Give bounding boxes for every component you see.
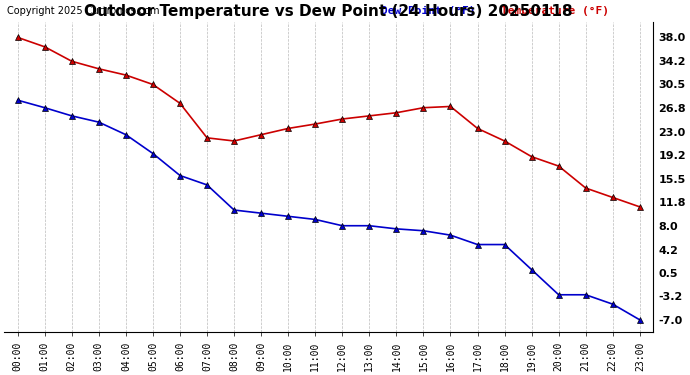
Text: Copyright 2025 Curtronics.com: Copyright 2025 Curtronics.com [8,6,160,15]
Text: Temperature (°F): Temperature (°F) [501,6,609,15]
Text: Dew Point (°F): Dew Point (°F) [381,6,475,15]
Title: Outdoor Temperature vs Dew Point (24 Hours) 20250118: Outdoor Temperature vs Dew Point (24 Hou… [84,4,573,19]
